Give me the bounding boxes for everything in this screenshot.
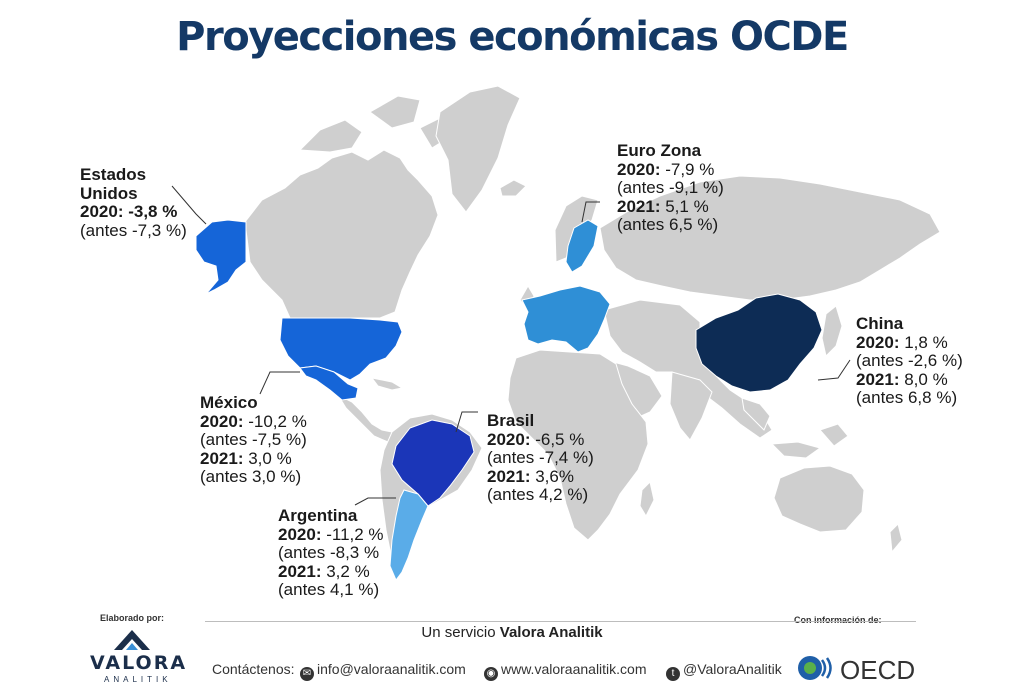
- madagascar-shape: [639, 481, 655, 518]
- china-value-2020: 1,8 %: [904, 332, 948, 352]
- mexico-name: México: [200, 393, 258, 412]
- brasil-region: [391, 419, 475, 507]
- twitter-icon: t: [666, 667, 680, 681]
- eurozone-region: [521, 219, 611, 353]
- eurozona-label: Euro Zona 2020: -7,9 % (antes -9,1 %) 20…: [617, 141, 724, 235]
- argentina-antes-2020: (antes -8,3 %: [278, 543, 380, 562]
- mexico-region: [299, 365, 359, 401]
- usa-value-2020: -3,8 %: [128, 202, 178, 221]
- usa-name-line1: Estados: [80, 165, 147, 184]
- greenland-shape: [435, 85, 521, 213]
- argentina-year-2020: 2020:: [278, 524, 322, 544]
- usa-year-2020: 2020:: [80, 202, 124, 221]
- argentina-name: Argentina: [278, 506, 358, 525]
- usa-name-line2: Unidos: [80, 183, 138, 203]
- china-region: [695, 293, 823, 393]
- mexico-antes-2020: (antes -7,5 %): [200, 430, 307, 449]
- mexico-leader-line: [259, 371, 300, 395]
- contact-label: Contáctenos:: [212, 661, 295, 677]
- mexico-label: México 2020: -10,2 % (antes -7,5 %) 2021…: [200, 393, 307, 487]
- australia-shape: [773, 465, 865, 533]
- central-america-shape: [336, 393, 393, 443]
- china-antes-2020: (antes -2,6 %): [856, 351, 963, 370]
- brasil-value-2020: -6,5 %: [535, 429, 585, 449]
- oecd-logo-icon: [798, 656, 832, 680]
- russia-shape: [599, 175, 941, 301]
- china-label: China 2020: 1,8 % (antes -2,6 %) 2021: 8…: [856, 314, 963, 408]
- valora-logo-text: VALORA: [90, 652, 188, 674]
- africa-shape: [507, 349, 649, 541]
- usa-label: Estados Unidos 2020: -3,8 % (antes -7,3 …: [80, 165, 187, 240]
- new-zealand-shape: [889, 523, 903, 554]
- eurozona-value-2021: 5,1 %: [665, 196, 709, 216]
- footer-divider: [205, 621, 916, 622]
- argentina-region: [389, 489, 429, 581]
- eurozona-name: Euro Zona: [617, 141, 702, 160]
- brasil-value-2021: 3,6%: [535, 466, 574, 486]
- email-icon: ✉: [300, 667, 314, 681]
- china-year-2020: 2020:: [856, 332, 900, 352]
- servicio-text: Un servicio Valora Analitik: [0, 624, 1024, 641]
- eurozona-leader-line: [581, 201, 600, 223]
- servicio-brand: Valora Analitik: [499, 624, 603, 641]
- caribbean-shape: [370, 377, 404, 391]
- brasil-label: Brasil 2020: -6,5 % (antes -7,4 %) 2021:…: [487, 411, 594, 505]
- china-antes-2021: (antes 6,8 %): [856, 388, 958, 407]
- email-text: info@valoraanalitik.com: [317, 661, 466, 677]
- brasil-year-2021: 2021:: [487, 466, 531, 486]
- mexico-year-2020: 2020:: [200, 411, 244, 431]
- brasil-antes-2020: (antes -7,4 %): [487, 448, 594, 467]
- argentina-antes-2021: (antes 4,1 %): [278, 580, 380, 599]
- valora-logo-subtext: ANALITIK: [104, 675, 172, 684]
- canada-shape: [244, 149, 439, 319]
- india-shape: [669, 371, 713, 441]
- alaska-region: [195, 219, 247, 295]
- argentina-leader-line: [354, 497, 396, 506]
- southeast-asia-shape: [741, 397, 849, 459]
- oecd-logo-text: OECD: [840, 655, 916, 685]
- brasil-antes-2021: (antes 4,2 %): [487, 485, 589, 504]
- mexico-year-2021: 2021:: [200, 448, 244, 468]
- china-leader-line: [817, 359, 851, 381]
- japan-shape: [821, 305, 843, 357]
- argentina-year-2021: 2021:: [278, 561, 322, 581]
- leader-lines: [171, 185, 851, 506]
- eurozona-antes-2020: (antes -9,1 %): [617, 178, 724, 197]
- eurozona-antes-2021: (antes 6,5 %): [617, 215, 719, 234]
- mexico-antes-2021: (antes 3,0 %): [200, 467, 302, 486]
- usa-region: [279, 317, 403, 381]
- mexico-value-2021: 3,0 %: [248, 448, 292, 468]
- contact-twitter[interactable]: t @ValoraAnalitik: [666, 661, 782, 681]
- brasil-leader-line: [455, 411, 478, 433]
- page-title: Proyecciones económicas OCDE: [176, 14, 849, 60]
- contact-email[interactable]: ✉ info@valoraanalitik.com: [300, 661, 466, 681]
- argentina-value-2020: -11,2 %: [326, 524, 384, 544]
- informacion-label: Con información de:: [794, 615, 882, 625]
- iceland-shape: [499, 179, 527, 197]
- eurozona-year-2020: 2020:: [617, 159, 661, 179]
- usa-leader-line: [171, 185, 207, 225]
- elaborado-label: Elaborado por:: [100, 613, 165, 623]
- eurozona-year-2021: 2021:: [617, 196, 661, 216]
- servicio-prefix: Un servicio: [421, 624, 496, 641]
- globe-icon: ◉: [484, 667, 498, 681]
- argentina-value-2021: 3,2 %: [326, 561, 370, 581]
- contact-web[interactable]: ◉ www.valoraanalitik.com: [484, 661, 647, 681]
- highlighted-regions: [195, 219, 823, 581]
- eurozona-value-2020: -7,9 %: [665, 159, 715, 179]
- argentina-label: Argentina 2020: -11,2 % (antes -8,3 % 20…: [278, 506, 384, 600]
- china-year-2021: 2021:: [856, 369, 900, 389]
- arctic-islands-shape: [298, 95, 449, 153]
- world-map: [171, 85, 941, 581]
- valora-logo-mark: [114, 630, 150, 650]
- china-name: China: [856, 314, 904, 333]
- web-text: www.valoraanalitik.com: [501, 661, 647, 677]
- usa-antes-2020: (antes -7,3 %): [80, 220, 187, 240]
- china-value-2021: 8,0 %: [904, 369, 948, 389]
- brasil-name: Brasil: [487, 411, 535, 430]
- twitter-text: @ValoraAnalitik: [683, 661, 782, 677]
- brasil-year-2020: 2020:: [487, 429, 531, 449]
- mexico-value-2020: -10,2 %: [248, 411, 307, 431]
